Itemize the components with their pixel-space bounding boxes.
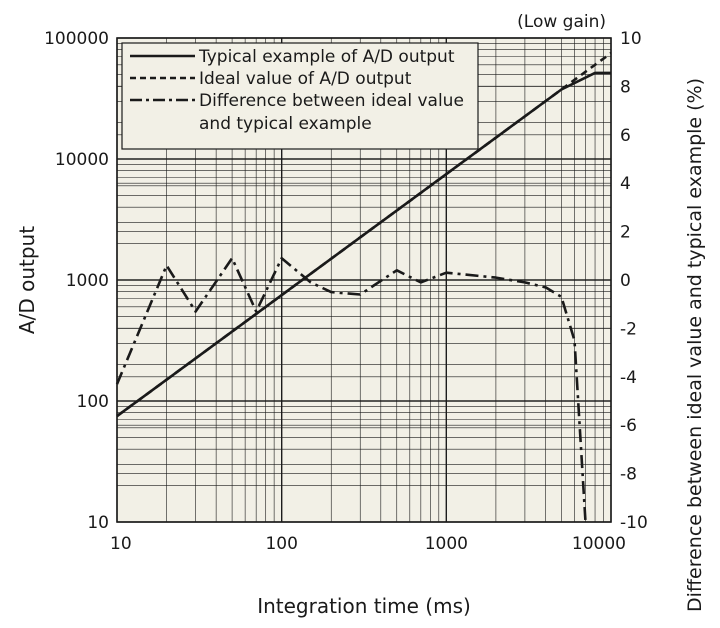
- y2-tick-label: -6: [620, 416, 637, 436]
- y-tick-label: 10: [87, 513, 109, 533]
- y-tick-label: 1000: [66, 271, 109, 291]
- gain-note: (Low gain): [517, 12, 606, 32]
- plot-frame: [116, 37, 612, 523]
- legend-label-difference-line1: Difference between ideal value: [199, 91, 464, 111]
- y2-tick-label: -2: [620, 319, 637, 339]
- legend: Typical example of A/D output Ideal valu…: [121, 42, 479, 150]
- tick-labels: 10 100 1000 1000010100100010000100000-10-8-…: [44, 29, 648, 554]
- legend-label-ideal: Ideal value of A/D output: [199, 69, 412, 89]
- y-tick-label: 10000: [55, 150, 109, 170]
- legend-box: [121, 42, 479, 150]
- y2-tick-label: 2: [620, 223, 631, 243]
- y2-tick-label: 10: [620, 29, 642, 49]
- y-tick-label: 100: [77, 392, 109, 412]
- legend-label-typical: Typical example of A/D output: [198, 47, 455, 67]
- x-axis-title: Integration time (ms): [257, 594, 471, 618]
- y-axis-title: A/D output: [15, 226, 39, 334]
- series-line-difference: [115, 256, 587, 523]
- y2-tick-label: -8: [620, 465, 637, 485]
- y2-tick-label: 0: [620, 271, 631, 291]
- y2-tick-label: -4: [620, 368, 637, 388]
- legend-label-difference: Difference between ideal value and typic…: [199, 91, 469, 134]
- x-tick-label: 1000: [425, 534, 468, 554]
- y2-tick-label: 6: [620, 126, 631, 146]
- series-line-typical: [116, 71, 611, 418]
- x-tick-label: 10: [110, 534, 132, 554]
- legend-label-difference-line2: and typical example: [199, 114, 372, 134]
- y-tick-label: 100000: [44, 29, 109, 49]
- y2-axis-title: Difference between ideal value and typic…: [684, 78, 706, 612]
- x-tick-label: 10000: [572, 534, 626, 554]
- x-tick-label: 100: [265, 534, 297, 554]
- y2-tick-label: 4: [620, 174, 631, 194]
- y2-tick-label: -10: [620, 513, 648, 533]
- y2-tick-label: 8: [620, 77, 631, 97]
- series-layer: [115, 52, 612, 523]
